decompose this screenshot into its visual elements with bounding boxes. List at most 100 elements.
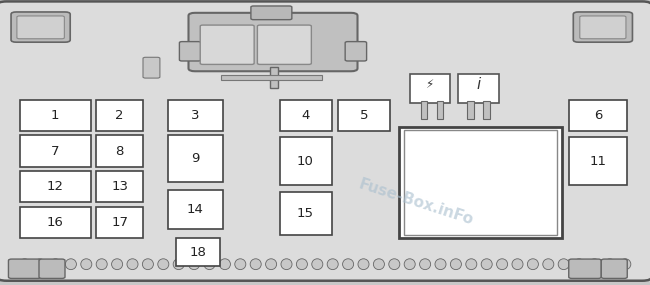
Text: 7: 7	[51, 144, 60, 158]
Text: 10: 10	[297, 154, 314, 168]
Ellipse shape	[435, 259, 446, 270]
Ellipse shape	[497, 259, 508, 270]
Bar	[221, 75, 322, 80]
Bar	[410, 74, 450, 103]
Ellipse shape	[158, 259, 169, 270]
Text: ⚡: ⚡	[426, 78, 434, 91]
Ellipse shape	[127, 259, 138, 270]
Ellipse shape	[66, 259, 77, 270]
Ellipse shape	[296, 259, 307, 270]
Ellipse shape	[188, 259, 200, 270]
Bar	[437, 101, 443, 119]
Ellipse shape	[50, 259, 61, 270]
FancyBboxPatch shape	[257, 25, 311, 64]
FancyBboxPatch shape	[200, 25, 254, 64]
Ellipse shape	[573, 259, 584, 270]
Ellipse shape	[620, 259, 630, 270]
FancyBboxPatch shape	[188, 13, 358, 71]
Ellipse shape	[404, 259, 415, 270]
Ellipse shape	[358, 259, 369, 270]
Bar	[20, 100, 91, 131]
Ellipse shape	[312, 259, 323, 270]
Ellipse shape	[281, 259, 292, 270]
FancyBboxPatch shape	[143, 57, 160, 78]
Ellipse shape	[219, 259, 230, 270]
Bar	[168, 100, 223, 131]
Bar	[20, 207, 91, 238]
Text: 4: 4	[302, 109, 309, 122]
Bar	[569, 137, 627, 185]
Text: 8: 8	[116, 144, 124, 158]
Bar	[280, 137, 332, 185]
Ellipse shape	[142, 259, 153, 270]
Text: 16: 16	[47, 216, 64, 229]
FancyBboxPatch shape	[573, 12, 632, 42]
Bar	[483, 101, 489, 119]
FancyBboxPatch shape	[8, 259, 41, 278]
Ellipse shape	[558, 259, 569, 270]
Text: 17: 17	[111, 216, 128, 229]
Ellipse shape	[343, 259, 354, 270]
Text: 18: 18	[189, 246, 206, 259]
FancyBboxPatch shape	[601, 259, 627, 278]
Bar	[96, 135, 143, 167]
Text: 2: 2	[115, 109, 124, 122]
Text: 9: 9	[191, 152, 200, 165]
Text: 12: 12	[47, 180, 64, 193]
Ellipse shape	[512, 259, 523, 270]
Ellipse shape	[19, 259, 30, 270]
FancyBboxPatch shape	[580, 16, 626, 39]
Ellipse shape	[250, 259, 261, 270]
Ellipse shape	[327, 259, 338, 270]
Ellipse shape	[34, 259, 46, 270]
FancyBboxPatch shape	[179, 42, 201, 61]
FancyBboxPatch shape	[39, 259, 65, 278]
Bar	[20, 135, 91, 167]
Bar	[20, 171, 91, 202]
Bar	[96, 207, 143, 238]
Text: 1: 1	[51, 109, 60, 122]
Bar	[176, 238, 220, 266]
FancyBboxPatch shape	[345, 42, 367, 61]
Bar	[467, 101, 474, 119]
Bar	[458, 74, 499, 103]
Bar	[270, 67, 278, 88]
Ellipse shape	[373, 259, 384, 270]
Text: 15: 15	[297, 207, 314, 220]
Bar	[399, 127, 562, 238]
Text: i: i	[476, 78, 480, 92]
Bar	[280, 100, 332, 131]
Ellipse shape	[481, 259, 492, 270]
Bar	[421, 101, 427, 119]
Text: 6: 6	[594, 109, 602, 122]
FancyBboxPatch shape	[251, 6, 292, 20]
FancyBboxPatch shape	[17, 16, 64, 39]
Ellipse shape	[420, 259, 430, 270]
Ellipse shape	[450, 259, 462, 270]
Ellipse shape	[173, 259, 184, 270]
Bar	[96, 100, 143, 131]
Bar	[168, 190, 223, 229]
Ellipse shape	[389, 259, 400, 270]
Text: 5: 5	[359, 109, 369, 122]
Ellipse shape	[604, 259, 616, 270]
Ellipse shape	[466, 259, 477, 270]
Ellipse shape	[235, 259, 246, 270]
Text: 3: 3	[191, 109, 200, 122]
Bar	[96, 171, 143, 202]
Ellipse shape	[81, 259, 92, 270]
Text: 14: 14	[187, 203, 203, 216]
Ellipse shape	[589, 259, 600, 270]
Bar	[280, 192, 332, 235]
Bar	[338, 100, 390, 131]
Ellipse shape	[266, 259, 277, 270]
Text: Fuse-Box.inFo: Fuse-Box.inFo	[357, 177, 475, 228]
Ellipse shape	[527, 259, 538, 270]
Ellipse shape	[112, 259, 123, 270]
Ellipse shape	[96, 259, 107, 270]
FancyBboxPatch shape	[569, 259, 601, 278]
Bar	[404, 130, 557, 235]
Bar	[569, 100, 627, 131]
FancyBboxPatch shape	[11, 12, 70, 42]
Text: 13: 13	[111, 180, 128, 193]
